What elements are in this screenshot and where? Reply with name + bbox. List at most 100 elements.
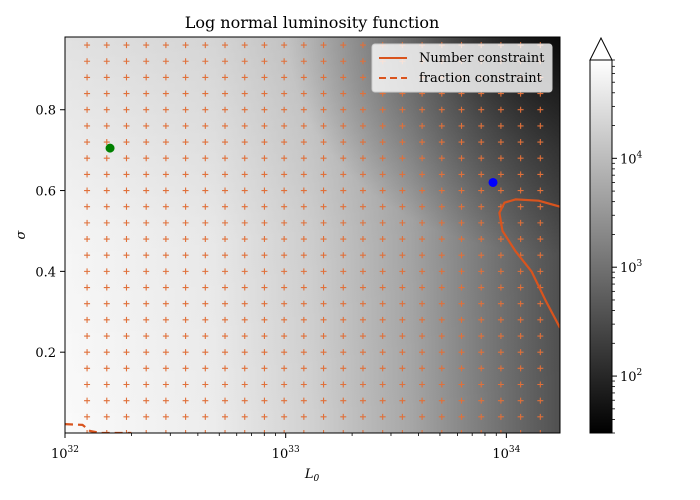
grid-marker <box>379 430 386 433</box>
grid-marker <box>123 236 130 243</box>
grid-marker <box>340 90 347 97</box>
grid-marker <box>202 252 209 259</box>
grid-marker <box>84 42 91 49</box>
grid-marker <box>202 122 209 129</box>
grid-marker <box>182 42 189 49</box>
grid-marker <box>497 349 504 356</box>
grid-marker <box>340 284 347 291</box>
grid-marker <box>182 122 189 129</box>
grid-marker <box>419 349 426 356</box>
grid-marker <box>281 90 288 97</box>
grid-marker <box>162 139 169 146</box>
grid-marker <box>478 268 485 275</box>
grid-marker <box>497 284 504 291</box>
grid-marker <box>517 187 524 194</box>
grid-marker <box>359 203 366 210</box>
grid-marker <box>359 219 366 226</box>
grid-marker <box>182 219 189 226</box>
grid-marker <box>202 316 209 323</box>
x-tick-label: 1032 <box>51 445 79 462</box>
grid-marker <box>537 106 544 113</box>
grid-marker <box>103 236 110 243</box>
grid-marker <box>103 365 110 372</box>
grid-marker <box>478 316 485 323</box>
grid-marker <box>162 171 169 178</box>
grid-marker <box>241 284 248 291</box>
grid-marker <box>261 284 268 291</box>
grid-marker <box>478 139 485 146</box>
grid-marker <box>458 365 465 372</box>
grid-marker <box>478 397 485 404</box>
grid-marker <box>143 42 150 49</box>
colorbar-gradient <box>590 60 612 433</box>
grid-marker <box>143 252 150 259</box>
grid-marker <box>162 365 169 372</box>
grid-marker <box>202 381 209 388</box>
grid-marker <box>261 90 268 97</box>
grid-marker <box>241 333 248 340</box>
grid-marker <box>537 333 544 340</box>
grid-marker <box>379 397 386 404</box>
grid-marker <box>537 268 544 275</box>
grid-marker <box>399 397 406 404</box>
grid-marker <box>438 381 445 388</box>
grid-marker <box>399 155 406 162</box>
grid-marker <box>340 187 347 194</box>
grid-marker <box>202 397 209 404</box>
grid-marker <box>241 90 248 97</box>
colorbar: 102 103 104 <box>589 36 643 434</box>
grid-marker <box>162 236 169 243</box>
grid-marker <box>537 316 544 323</box>
grid-marker <box>162 316 169 323</box>
grid-marker <box>497 139 504 146</box>
grid-marker <box>340 155 347 162</box>
grid-marker <box>241 219 248 226</box>
grid-marker <box>438 349 445 356</box>
grid-marker <box>241 42 248 49</box>
grid-marker <box>182 333 189 340</box>
colorbar-tick-label: 102 <box>620 368 642 385</box>
grid-marker <box>478 365 485 372</box>
grid-marker <box>84 430 91 433</box>
grid-marker <box>241 122 248 129</box>
green-point <box>105 143 115 153</box>
legend-box <box>371 43 553 93</box>
grid-marker <box>182 300 189 307</box>
grid-marker <box>300 316 307 323</box>
grid-marker <box>182 236 189 243</box>
grid-marker <box>143 381 150 388</box>
grid-marker <box>143 284 150 291</box>
grid-marker <box>438 155 445 162</box>
y-tick-label: 0.8 <box>35 104 56 119</box>
grid-marker <box>281 300 288 307</box>
grid-marker <box>241 316 248 323</box>
grid-marker <box>143 122 150 129</box>
grid-marker <box>103 219 110 226</box>
grid-marker <box>182 252 189 259</box>
fraction-constraint-curve <box>65 423 132 433</box>
grid-marker <box>359 187 366 194</box>
grid-marker <box>123 268 130 275</box>
grid-marker <box>84 203 91 210</box>
grid-marker <box>182 155 189 162</box>
grid-marker <box>359 300 366 307</box>
grid-marker <box>261 333 268 340</box>
grid-marker <box>202 58 209 65</box>
grid-marker <box>261 381 268 388</box>
grid-marker <box>123 122 130 129</box>
grid-marker <box>162 203 169 210</box>
grid-marker <box>359 268 366 275</box>
grid-marker <box>458 397 465 404</box>
grid-marker <box>143 171 150 178</box>
grid-marker <box>241 139 248 146</box>
grid-marker <box>300 381 307 388</box>
grid-marker <box>143 139 150 146</box>
grid-marker <box>222 381 229 388</box>
grid-marker <box>419 413 426 420</box>
grid-marker <box>320 236 327 243</box>
grid-marker <box>458 203 465 210</box>
grid-marker <box>458 284 465 291</box>
grid-marker <box>359 284 366 291</box>
grid-marker <box>281 236 288 243</box>
